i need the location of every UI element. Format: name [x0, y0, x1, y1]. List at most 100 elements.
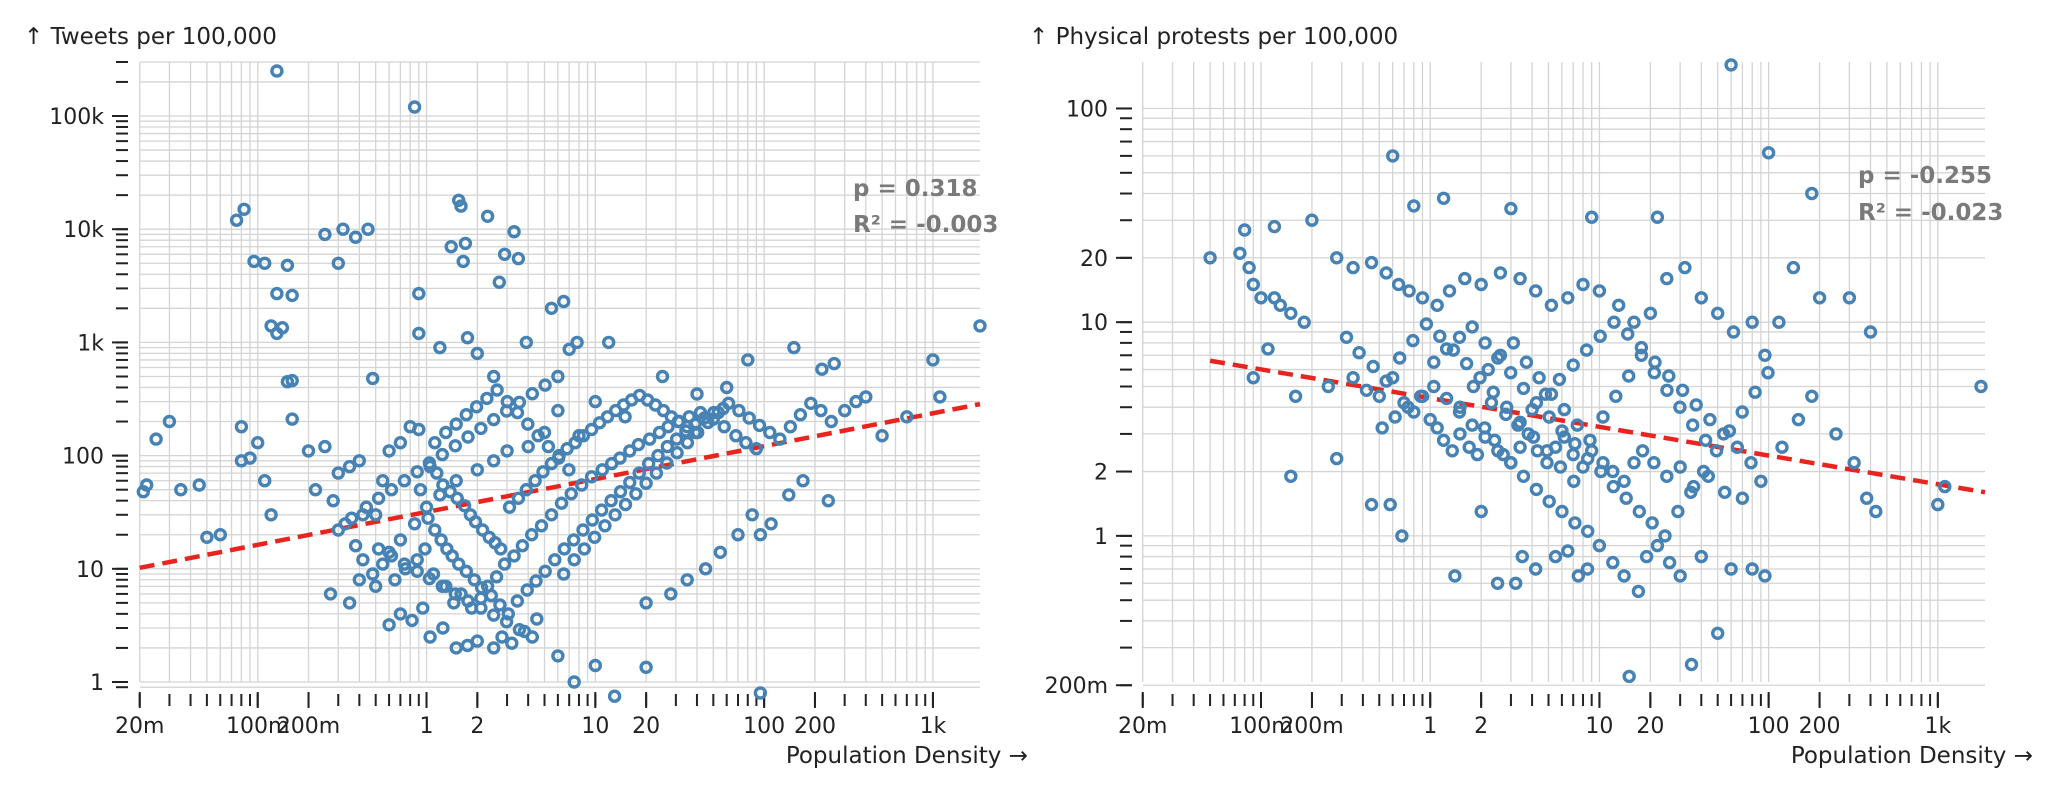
data-point — [318, 227, 332, 242]
data-point — [1748, 385, 1762, 399]
data-point — [1544, 298, 1559, 312]
data-point — [369, 508, 383, 522]
y-tick-label: 1 — [90, 671, 104, 696]
data-point — [512, 623, 527, 637]
data-point — [1508, 576, 1523, 590]
data-point — [520, 583, 534, 597]
data-point — [418, 542, 432, 556]
data-point — [602, 335, 616, 350]
data-point — [495, 630, 509, 644]
data-point — [507, 224, 521, 239]
data-point — [1685, 418, 1700, 432]
data-point — [511, 491, 526, 505]
data-point — [821, 494, 835, 508]
data-point — [1359, 383, 1374, 397]
data-point — [749, 442, 764, 456]
data-point — [474, 601, 488, 615]
data-point — [576, 523, 590, 537]
y-tick-label: 2 — [1094, 461, 1108, 486]
data-point — [382, 444, 396, 458]
data-point — [342, 596, 357, 610]
data-point — [1203, 251, 1217, 265]
data-point — [1465, 418, 1479, 432]
data-point — [1643, 306, 1658, 320]
data-point — [1639, 549, 1654, 564]
data-point — [1745, 562, 1759, 576]
data-point — [136, 485, 151, 499]
x-tick-label: 2 — [470, 714, 484, 739]
data-point — [229, 213, 244, 227]
data-point — [213, 528, 228, 542]
data-point — [729, 429, 743, 443]
data-point — [594, 503, 609, 517]
data-point — [1791, 412, 1806, 427]
data-point — [475, 523, 490, 537]
p-annotation: p = -0.255 — [1858, 163, 1992, 189]
data-point — [458, 236, 473, 251]
data-point — [1433, 329, 1447, 343]
data-point — [1758, 348, 1772, 362]
data-point — [720, 380, 734, 395]
data-point — [1529, 482, 1544, 497]
data-point — [1696, 464, 1711, 479]
data-point — [258, 256, 272, 270]
data-point — [1675, 383, 1690, 397]
data-point — [174, 483, 188, 497]
data-point — [1726, 325, 1741, 339]
data-point — [1414, 389, 1428, 403]
data-point — [933, 390, 947, 404]
data-point — [1662, 555, 1677, 570]
data-point — [275, 321, 290, 335]
data-point — [493, 598, 507, 612]
data-point — [423, 630, 437, 644]
data-point — [393, 533, 408, 547]
data-point — [1415, 291, 1430, 305]
data-point — [1516, 381, 1531, 396]
data-point — [1540, 444, 1554, 458]
data-point — [1724, 562, 1738, 576]
data-point — [444, 239, 458, 254]
data-point — [1627, 456, 1641, 470]
data-point — [494, 542, 508, 556]
data-point — [1580, 451, 1595, 466]
data-point — [301, 444, 316, 458]
data-point — [664, 587, 678, 601]
data-point — [1544, 387, 1559, 401]
data-point — [512, 395, 527, 409]
data-point — [461, 430, 475, 444]
data-point — [449, 641, 463, 655]
data-point — [1242, 260, 1256, 275]
data-point — [410, 564, 424, 578]
data-point — [773, 432, 787, 446]
data-point — [1557, 430, 1572, 444]
data-point — [1805, 186, 1819, 201]
data-point — [1673, 569, 1687, 583]
data-point — [251, 436, 265, 450]
data-point — [1506, 336, 1521, 350]
data-point — [1617, 569, 1631, 583]
data-point — [270, 64, 284, 78]
data-point — [1513, 440, 1527, 454]
data-point — [783, 420, 798, 434]
data-point — [1552, 372, 1567, 387]
data-point — [1619, 491, 1633, 505]
data-point — [1339, 330, 1354, 344]
data-point — [753, 528, 768, 542]
data-point — [331, 523, 345, 537]
data-point — [1617, 474, 1631, 488]
x-tick-label: 100 — [743, 714, 785, 739]
data-point — [1503, 366, 1518, 380]
data-point — [247, 254, 261, 269]
data-point — [474, 421, 488, 436]
data-point — [1246, 277, 1261, 292]
data-point — [501, 607, 515, 621]
data-point — [352, 573, 366, 587]
data-point — [433, 340, 447, 355]
data-point — [1329, 251, 1344, 265]
data-point — [1635, 444, 1650, 458]
data-point — [1606, 464, 1620, 479]
data-point — [1499, 407, 1513, 422]
data-point — [511, 251, 526, 266]
data-point — [410, 465, 424, 479]
